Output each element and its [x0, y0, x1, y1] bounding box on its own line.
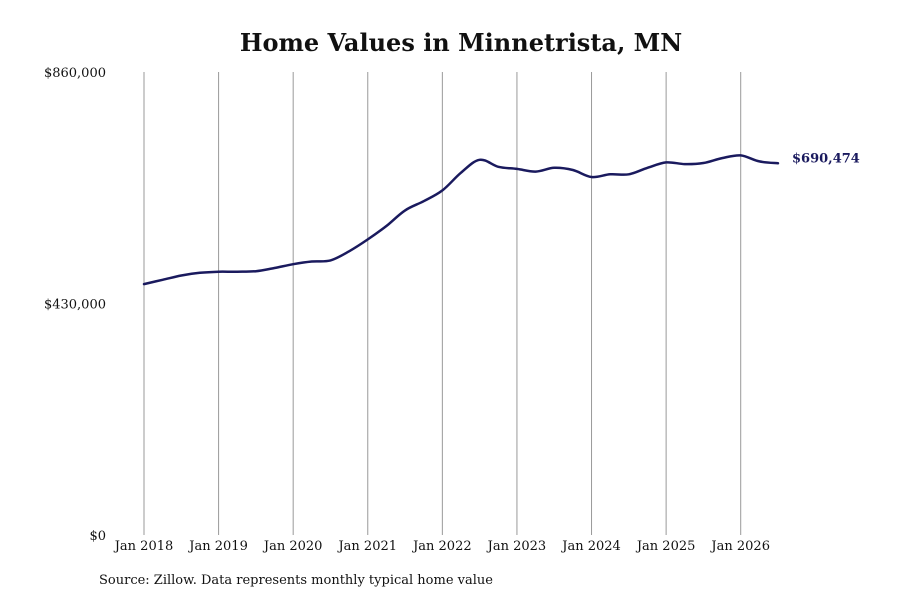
- x-tick-label: Jan 2022: [411, 539, 472, 554]
- end-value-label: $690,474: [792, 151, 860, 166]
- series-line-home-value: [142, 154, 780, 286]
- x-axis-ticks: Jan 2018 Jan 2019 Jan 2020 Jan 2021 Jan 2022…: [113, 539, 770, 554]
- chart-title: Home Values in Minnetrista, MN: [239, 28, 683, 57]
- y-axis-ticks: $0 $430,000 $860,000: [44, 66, 106, 544]
- x-tick-label: Jan 2025: [635, 539, 696, 554]
- y-tick-label: $860,000: [44, 66, 106, 81]
- y-tick-label: $430,000: [44, 298, 106, 313]
- gridlines: [143, 72, 742, 535]
- x-tick-label: Jan 2021: [336, 539, 397, 554]
- x-tick-label: Jan 2024: [560, 539, 621, 554]
- source-note: Source: Zillow. Data represents monthly …: [99, 573, 493, 588]
- x-tick-label: Jan 2018: [113, 539, 174, 554]
- x-tick-label: Jan 2023: [486, 539, 547, 554]
- x-tick-label: Jan 2020: [262, 539, 323, 554]
- x-tick-label: Jan 2026: [709, 539, 770, 554]
- y-tick-label: $0: [89, 529, 106, 544]
- x-tick-label: Jan 2019: [187, 539, 248, 554]
